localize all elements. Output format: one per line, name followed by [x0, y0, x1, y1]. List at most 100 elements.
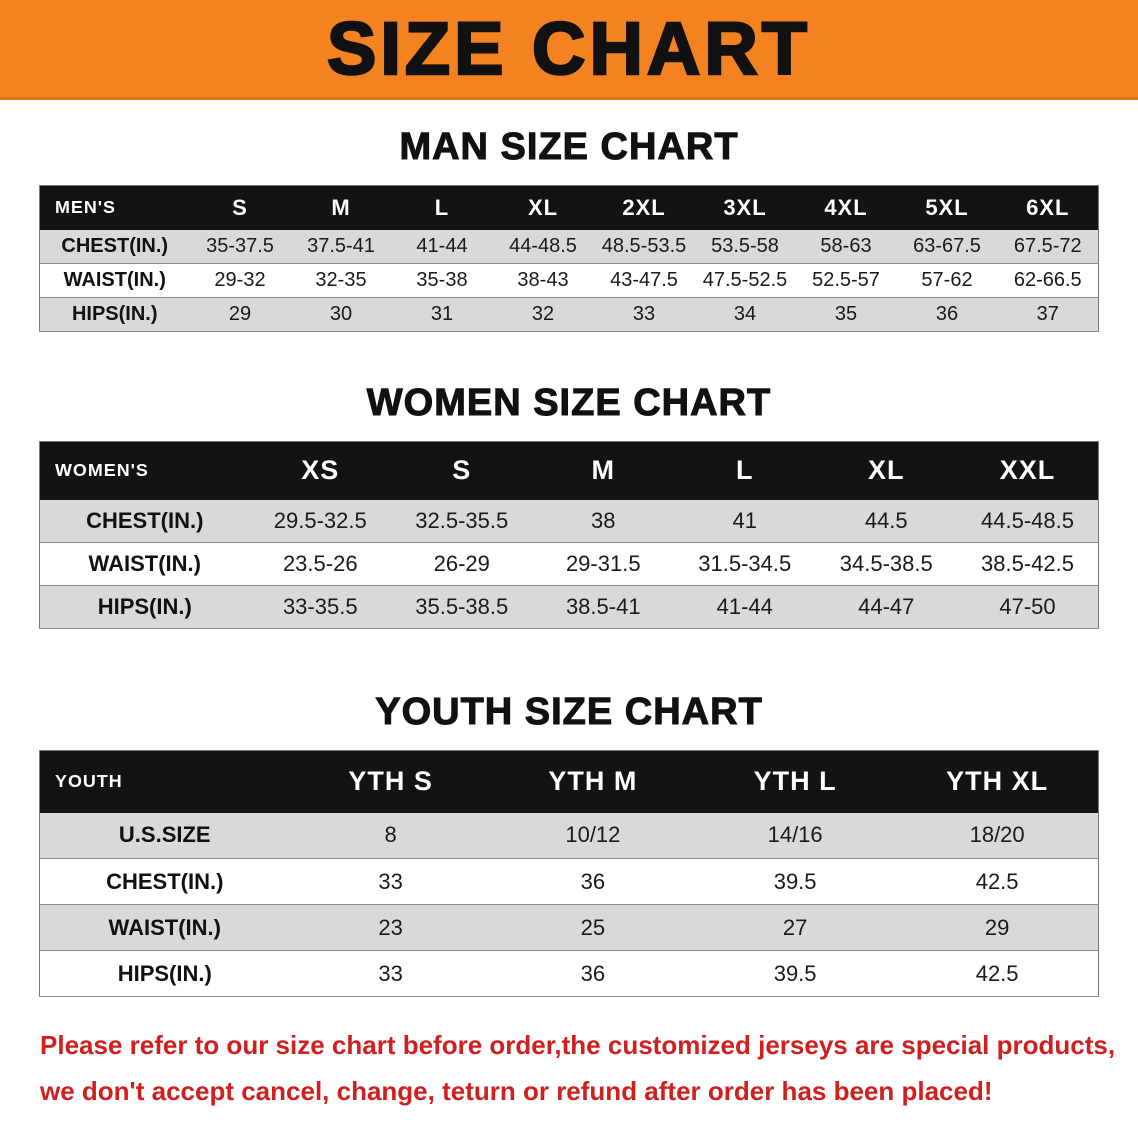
size-header-cell: M [290, 185, 392, 230]
value-cell: 38 [591, 507, 616, 533]
row-label-cell: U.S.SIZE [118, 822, 211, 848]
table-row: CHEST(IN.) 29.5-32.5 32.5-35.5 38 41 44.5 44.5… [39, 499, 1099, 543]
value-cell: 33 [632, 303, 656, 325]
size-header-cell: YTH L [694, 750, 897, 813]
table-row: U.S.SIZE 8 10/12 14/16 18/20 [39, 812, 1099, 859]
size-header-cell: 3XL [694, 185, 796, 230]
women-size-chart-section: WOMEN SIZE CHART WOMEN'S XS S M L XL XXL CHEST(… [0, 382, 1138, 629]
table-header-row: MEN'S S M L XL 2XL 3XL 4XL 5XL 6XL [39, 185, 1099, 230]
value-cell: 57-62 [921, 269, 973, 291]
row-label-cell: CHEST(IN.) [86, 507, 204, 533]
size-header-cell: 6XL [997, 185, 1099, 230]
value-cell: 62-66.5 [1013, 269, 1082, 291]
value-cell: 31 [430, 303, 454, 325]
value-cell: 33 [378, 960, 403, 986]
value-cell: 23.5-26 [282, 551, 358, 576]
size-header-cell: S [189, 185, 291, 230]
value-cell: 35-37.5 [206, 234, 274, 257]
women-size-chart-heading: WOMEN SIZE CHART [366, 382, 772, 425]
youth-size-chart-section: YOUTH SIZE CHART YOUTH YTH S YTH M YTH L YTH… [0, 691, 1138, 997]
row-label-cell: WAIST(IN.) [108, 914, 221, 940]
value-cell: 31.5-34.5 [698, 551, 792, 576]
size-header-cell: 2XL [593, 185, 695, 230]
value-cell: 47.5-52.5 [702, 269, 788, 291]
value-cell: 36 [580, 868, 606, 894]
value-cell: 29 [228, 303, 252, 325]
value-cell: 67.5-72 [1013, 234, 1082, 257]
value-cell: 44.5-48.5 [981, 507, 1074, 533]
value-cell: 44.5 [864, 507, 908, 533]
value-cell: 14/16 [767, 822, 823, 848]
value-cell: 30 [329, 303, 353, 325]
value-cell: 44-48.5 [509, 234, 577, 257]
row-label-cell: CHEST(IN.) [61, 234, 169, 257]
man-size-chart-section: MAN SIZE CHART MEN'S S M L XL 2XL 3XL 4XL 5XL 6XL… [0, 126, 1138, 332]
value-cell: 42.5 [975, 960, 1019, 986]
size-header-cell: XXL [957, 441, 1099, 500]
table-header-row: WOMEN'S XS S M L XL XXL [39, 441, 1099, 500]
value-cell: 32-35 [315, 269, 367, 291]
size-header-cell: XL [492, 185, 594, 230]
value-cell: 44-47 [858, 594, 915, 619]
table-row: CHEST(IN.) 35-37.5 37.5-41 41-44 44-48.5 48.5… [39, 229, 1099, 264]
value-cell: 53.5-58 [711, 234, 779, 257]
size-header-cell: YTH XL [896, 750, 1099, 813]
table-row: HIPS(IN.) 29 30 31 32 33 34 35 36 37 [39, 297, 1099, 332]
youth-size-table: YOUTH YTH S YTH M YTH L YTH XL U.S.SIZE 8 10/12… [39, 750, 1099, 997]
table-title-cell: WOMEN'S [39, 441, 250, 500]
value-cell: 38.5-41 [565, 594, 641, 619]
value-cell: 32 [531, 303, 555, 325]
value-cell: 41-44 [416, 234, 468, 257]
value-cell: 35.5-38.5 [415, 594, 509, 619]
value-cell: 38-43 [517, 269, 569, 291]
value-cell: 41-44 [716, 594, 773, 619]
value-cell: 29-31.5 [565, 551, 641, 576]
value-cell: 29 [984, 914, 1010, 940]
men-size-table: MEN'S S M L XL 2XL 3XL 4XL 5XL 6XL CHEST(IN.) 35-37… [39, 185, 1099, 332]
value-cell: 39.5 [773, 868, 817, 894]
row-label-cell: WAIST(IN.) [63, 269, 166, 291]
value-cell: 8 [384, 822, 397, 848]
value-cell: 35 [834, 303, 858, 325]
value-cell: 36 [580, 960, 606, 986]
value-cell: 10/12 [565, 822, 621, 848]
row-label-cell: HIPS(IN.) [71, 303, 158, 325]
women-size-table: WOMEN'S XS S M L XL XXL CHEST(IN.) 29.5-32.5 32.5… [39, 441, 1099, 629]
value-cell: 43-47.5 [610, 269, 678, 291]
size-header-cell: 4XL [795, 185, 897, 230]
value-cell: 33 [378, 868, 403, 894]
banner: SIZE CHART [0, 0, 1138, 100]
value-cell: 41 [732, 507, 757, 533]
table-title-cell: MEN'S [39, 185, 190, 230]
value-cell: 52.5-57 [812, 269, 880, 291]
value-cell: 23 [378, 914, 403, 940]
size-header-cell: YTH S [289, 750, 492, 813]
value-cell: 29-32 [214, 269, 266, 291]
size-header-cell: M [532, 441, 674, 500]
value-cell: 18/20 [969, 822, 1025, 848]
value-cell: 25 [580, 914, 606, 940]
table-header-row: YOUTH YTH S YTH M YTH L YTH XL [39, 750, 1099, 813]
value-cell: 37.5-41 [307, 234, 375, 257]
table-row: WAIST(IN.) 29-32 32-35 35-38 38-43 43-47.5 47.… [39, 263, 1099, 298]
table-row: HIPS(IN.) 33 36 39.5 42.5 [39, 950, 1099, 997]
order-notice: Please refer to our size chart before or… [40, 1023, 1138, 1114]
value-cell: 29.5-32.5 [273, 507, 367, 533]
table-title-cell: YOUTH [39, 750, 290, 813]
value-cell: 26-29 [433, 551, 490, 576]
table-row: CHEST(IN.) 33 36 39.5 42.5 [39, 858, 1099, 905]
value-cell: 34.5-38.5 [839, 551, 933, 576]
size-header-cell: 5XL [896, 185, 998, 230]
page-title: SIZE CHART [326, 6, 811, 90]
man-size-chart-heading: MAN SIZE CHART [399, 126, 739, 169]
size-header-cell: XS [249, 441, 391, 500]
size-header-cell: YTH M [491, 750, 694, 813]
value-cell: 63-67.5 [913, 234, 981, 257]
value-cell: 27 [782, 914, 808, 940]
size-header-cell: S [391, 441, 533, 500]
value-cell: 36 [935, 303, 959, 325]
youth-size-chart-heading: YOUTH SIZE CHART [375, 691, 763, 734]
value-cell: 33-35.5 [282, 594, 358, 619]
value-cell: 34 [733, 303, 757, 325]
